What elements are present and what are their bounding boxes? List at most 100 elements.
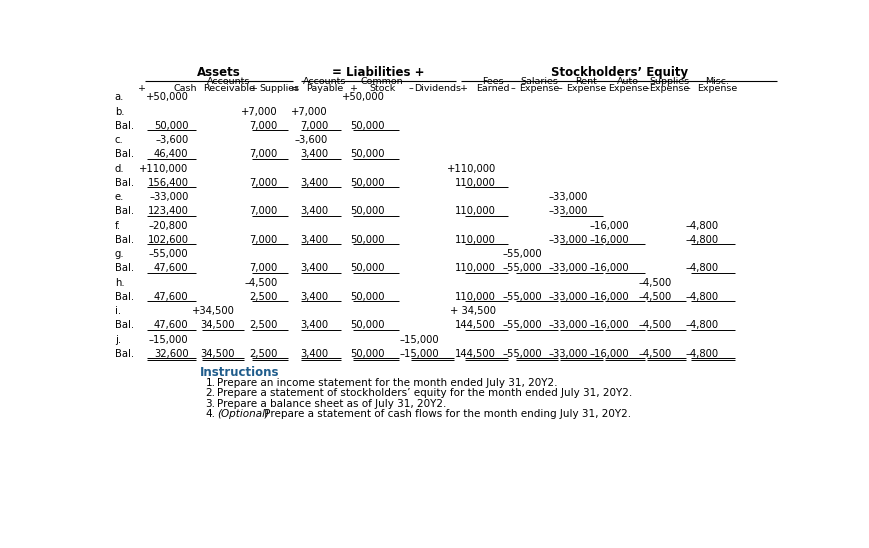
Text: 2,500: 2,500 [249,321,277,330]
Text: Bal.: Bal. [115,321,134,330]
Text: Prepare a statement of stockholders’ equity for the month ended July 31, 20Y2.: Prepare a statement of stockholders’ equ… [217,389,633,398]
Text: Receivable: Receivable [202,84,255,93]
Text: Accounts: Accounts [207,77,250,86]
Text: –: – [408,84,414,93]
Text: f.: f. [115,221,121,231]
Text: Auto: Auto [617,77,639,86]
Text: (Optional): (Optional) [217,409,269,419]
Text: Bal.: Bal. [115,178,134,188]
Text: –33,000: –33,000 [548,192,587,202]
Text: 46,400: 46,400 [154,150,189,159]
Text: 123,400: 123,400 [148,207,189,216]
Text: Rent: Rent [575,77,597,86]
Text: –55,000: –55,000 [503,349,542,359]
Text: –4,500: –4,500 [244,278,277,288]
Text: –: – [644,84,649,93]
Text: 2,500: 2,500 [249,292,277,302]
Text: +110,000: +110,000 [139,164,189,174]
Text: d.: d. [115,164,124,174]
Text: 3,400: 3,400 [300,321,328,330]
Text: Supplies: Supplies [650,77,690,86]
Text: –4,800: –4,800 [686,264,719,273]
Text: +: + [461,84,468,93]
Text: 1.: 1. [205,378,216,388]
Text: Cash: Cash [174,84,197,93]
Text: –55,000: –55,000 [503,292,542,302]
Text: –15,000: –15,000 [149,335,189,345]
Text: 34,500: 34,500 [201,349,235,359]
Text: –16,000: –16,000 [590,235,629,245]
Text: –: – [600,84,606,93]
Text: 7,000: 7,000 [300,121,328,131]
Text: Misc.: Misc. [705,77,729,86]
Text: –3,600: –3,600 [156,135,189,145]
Text: 7,000: 7,000 [249,264,277,273]
Text: Expense: Expense [697,84,737,93]
Text: Expense: Expense [520,84,560,93]
Text: 4.: 4. [205,409,216,419]
Text: 7,000: 7,000 [249,150,277,159]
Text: Bal.: Bal. [115,235,134,245]
Text: –33,000: –33,000 [548,292,587,302]
Text: 3,400: 3,400 [300,235,328,245]
Text: –4,800: –4,800 [686,321,719,330]
Text: 110,000: 110,000 [455,264,496,273]
Text: Bal.: Bal. [115,121,134,131]
Text: Bal.: Bal. [115,207,134,216]
Text: g.: g. [115,249,124,259]
Text: 50,000: 50,000 [350,349,384,359]
Text: Instructions: Instructions [200,366,280,379]
Text: 50,000: 50,000 [350,292,384,302]
Text: 7,000: 7,000 [249,121,277,131]
Text: –4,500: –4,500 [638,278,671,288]
Text: 50,000: 50,000 [154,121,189,131]
Text: i.: i. [115,306,121,316]
Text: Expense: Expense [607,84,648,93]
Text: 7,000: 7,000 [249,178,277,188]
Text: –4,800: –4,800 [686,292,719,302]
Text: –33,000: –33,000 [548,235,587,245]
Text: –: – [557,84,562,93]
Text: –55,000: –55,000 [503,249,542,259]
Text: a.: a. [115,93,124,102]
Text: 156,400: 156,400 [148,178,189,188]
Text: +34,500: +34,500 [192,306,235,316]
Text: j.: j. [115,335,121,345]
Text: Prepare a statement of cash flows for the month ending July 31, 20Y2.: Prepare a statement of cash flows for th… [262,409,632,419]
Text: Supplies: Supplies [259,84,299,93]
Text: 7,000: 7,000 [249,207,277,216]
Text: 34,500: 34,500 [201,321,235,330]
Text: Earned: Earned [476,84,510,93]
Text: –4,800: –4,800 [686,221,719,231]
Text: 144,500: 144,500 [455,349,496,359]
Text: 102,600: 102,600 [148,235,189,245]
Text: 110,000: 110,000 [455,207,496,216]
Text: b.: b. [115,107,124,117]
Text: –16,000: –16,000 [590,349,629,359]
Text: –33,000: –33,000 [548,321,587,330]
Text: 47,600: 47,600 [154,264,189,273]
Text: 3,400: 3,400 [300,264,328,273]
Text: +: + [138,84,146,93]
Text: Prepare an income statement for the month ended July 31, 20Y2.: Prepare an income statement for the mont… [217,378,558,388]
Text: 3.: 3. [205,399,216,409]
Text: –15,000: –15,000 [399,349,439,359]
Text: 7,000: 7,000 [249,235,277,245]
Text: 32,600: 32,600 [154,349,189,359]
Text: c.: c. [115,135,123,145]
Text: 3,400: 3,400 [300,292,328,302]
Text: –: – [511,84,515,93]
Text: –33,000: –33,000 [548,264,587,273]
Text: 50,000: 50,000 [350,207,384,216]
Text: 50,000: 50,000 [350,121,384,131]
Text: 50,000: 50,000 [350,178,384,188]
Text: Bal.: Bal. [115,264,134,273]
Text: Bal.: Bal. [115,150,134,159]
Text: Prepare a balance sheet as of July 31, 20Y2.: Prepare a balance sheet as of July 31, 2… [217,399,447,409]
Text: –55,000: –55,000 [149,249,189,259]
Text: –16,000: –16,000 [590,292,629,302]
Text: Payable: Payable [306,84,343,93]
Text: Stockholders’ Equity: Stockholders’ Equity [551,66,688,79]
Text: –16,000: –16,000 [590,321,629,330]
Text: 110,000: 110,000 [455,178,496,188]
